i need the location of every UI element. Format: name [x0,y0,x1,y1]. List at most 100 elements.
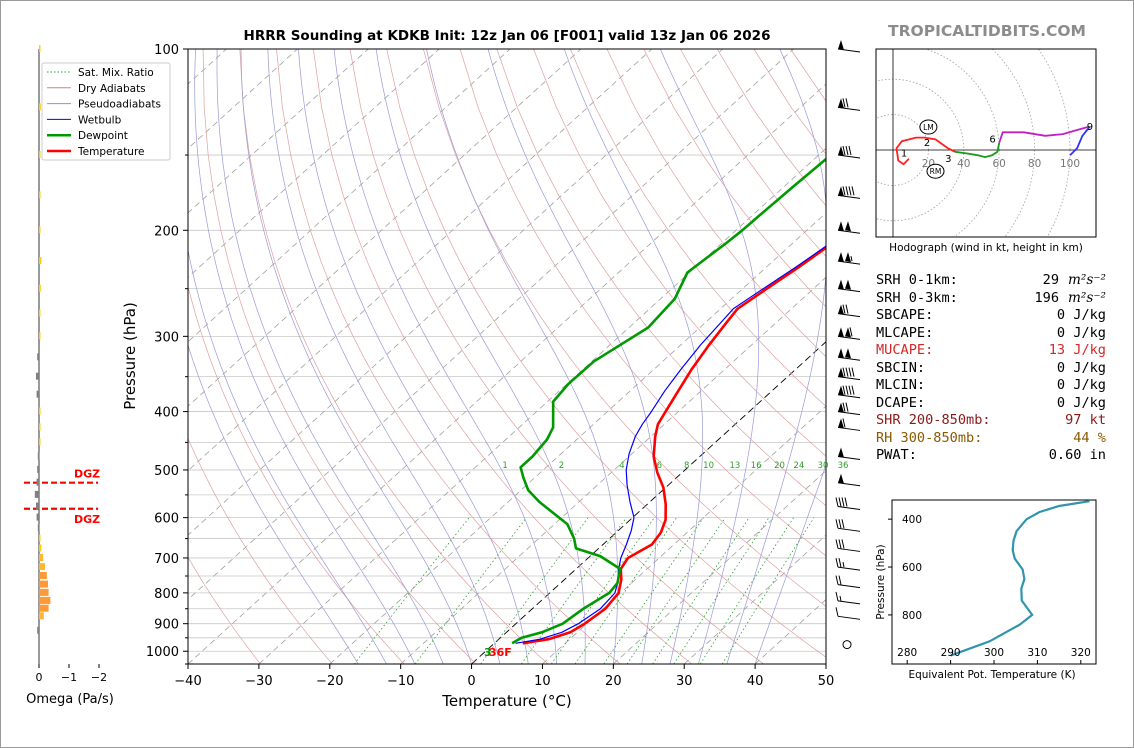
stat-value: 29 m²s⁻² [1043,272,1106,290]
storm-motion-label: RM [930,167,942,176]
dry-adiabat [202,49,477,664]
legend-label: Dewpoint [78,130,128,142]
omega-bar [39,257,42,265]
dgz-label: DGZ [74,513,100,526]
omega-bar [39,151,41,158]
stat-number: 196 [1034,289,1060,306]
stat-label: MLCAPE: [876,324,934,341]
surface-temp-label: 36F [489,646,512,659]
hodograph-height-label: 3 [945,154,951,165]
legend-label: Temperature [77,146,145,158]
storm-motion-marker [919,119,938,135]
omega-bar [39,438,41,446]
wetbulb-line [515,245,826,644]
wind-barb-flag [838,447,844,458]
omega-bar [39,612,44,620]
stat-number: 44 % [1073,429,1106,446]
isotherm [188,83,826,664]
wind-barb-full [842,402,846,412]
wind-barb-full [835,519,839,529]
wind-barb-flag [838,252,844,263]
moist-adiabat [194,49,416,664]
wind-barb-full [835,591,839,602]
omega-bar [39,332,41,340]
dry-adiabat [188,556,261,664]
dry-adiabat [533,49,826,457]
stat-row: SRH 0-1km: 29 m²s⁻² [876,272,1106,290]
wind-barb-full [835,558,839,568]
wind-barb-full [845,304,849,314]
wind-barb-full [842,98,846,108]
temperature-line [522,246,826,645]
isotherm [683,534,826,664]
wind-barb-flag [838,348,844,359]
omega-bar [37,524,40,532]
theta-e-xtick-label: 290 [941,647,961,659]
stat-value: 0.60 in [1049,447,1106,465]
mixing-ratio-label: 13 [729,461,740,471]
theta-e-xlabel: Equivalent Pot. Temperature (K) [908,669,1075,681]
wind-barb-full [848,385,852,395]
omega-tick-label: −2 [91,671,107,684]
isotherm [188,49,369,214]
omega-bar [36,513,39,521]
moist-adiabat [426,49,619,664]
chart-title: HRRR Sounding at KDKB Init: 12z Jan 06 [… [244,28,771,44]
omega-panel: 0 −1 −2 Omega (Pa/s) [26,45,114,707]
wind-barb-half [842,562,845,568]
moist-adiabat [375,49,586,664]
wind-barb-full [845,145,849,156]
moist-adiabat [487,49,657,664]
dry-adiabat [312,49,692,664]
wind-barb-full [838,539,842,549]
omega-bar [39,534,41,542]
wind-barb-flag [845,252,851,263]
theta-e-ytick-label: 800 [902,610,922,622]
omega-bar [39,554,44,561]
stat-label: SRH 0-3km: [876,289,958,306]
x-tick-label: 20 [605,674,622,689]
y-tick-label: 300 [154,330,179,345]
wind-barb-full [842,367,846,377]
y-tick-label: 900 [154,618,179,633]
y-axis-ticks: 100 200 300 400 500 600 700 800 900 1000 [146,43,188,665]
dry-adiabat [239,49,549,664]
y-tick-label: 600 [154,512,179,527]
omega-bar [39,45,41,52]
moist-adiabat [216,49,444,664]
hodograph-segment [954,142,1001,159]
mixing-ratio-label: 10 [703,461,714,471]
wind-barb-full [845,367,849,377]
stat-number: 0.60 in [1048,447,1106,463]
wind-barb-full [845,385,849,395]
wind-barb-flag [838,186,844,197]
theta-e-ytick-label: 400 [902,514,922,526]
wind-barb-flag [845,279,851,290]
stat-number: 97 kt [1065,412,1106,428]
stats-panel: SRH 0-1km: 29 m²s⁻² SRH 0-3km: 196 m²s⁻² SBCAP… [876,272,1106,465]
dry-adiabat [423,49,826,607]
wind-barb-flag [838,146,844,157]
legend-label: Wetbulb [78,114,122,126]
omega-bar [39,604,49,612]
hodograph-height-label: 6 [989,134,995,145]
x-tick-label: −30 [245,674,272,689]
isotherm [188,49,511,343]
stat-row: RH 300-850mb: 44 % [876,430,1106,448]
stat-row: PWAT: 0.60 in [876,447,1106,465]
mixing-ratio-label: 8 [684,461,689,471]
wind-barb-half [839,595,842,602]
stat-number: 13 J/kg [1048,342,1106,358]
hodograph-ring-label: 40 [957,158,970,170]
mixing-ratio-line [699,517,794,664]
stat-label: SHR 200-850mb: [876,412,991,428]
legend-label: Pseudoadiabats [78,99,161,111]
stat-row: SHR 200-850mb: 97 kt [876,412,1106,430]
wind-barb-flag [838,385,844,396]
x-tick-label: −40 [174,674,201,689]
wind-barb-full [842,418,846,428]
wind-barb-full [848,186,852,196]
theta-e-xtick-label: 280 [897,647,917,659]
wind-barb-full [851,367,855,377]
theta-e-xtick-label: 310 [1027,647,1047,659]
